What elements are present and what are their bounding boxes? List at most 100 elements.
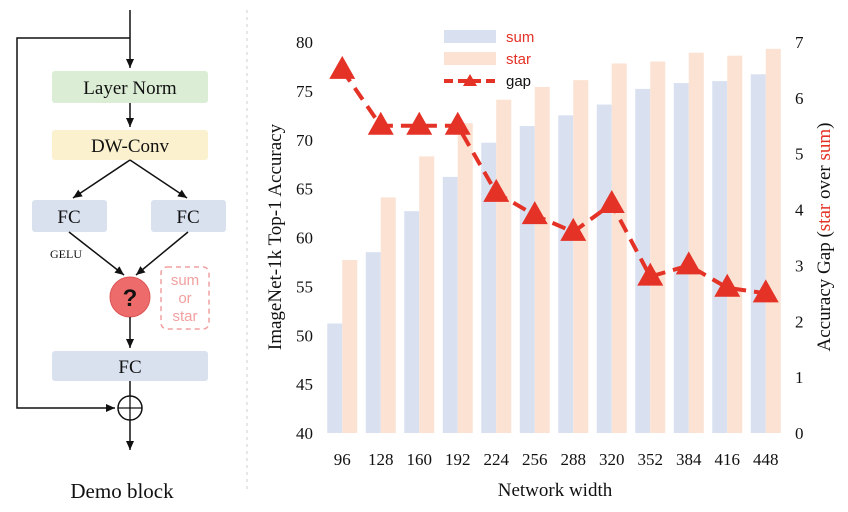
bar-star-224 xyxy=(496,99,512,434)
fc-left-label: FC xyxy=(57,207,80,228)
y-left-tick-label: 75 xyxy=(296,82,313,101)
legend-sum-swatch xyxy=(444,30,496,43)
legend-star-label: star xyxy=(506,51,531,68)
x-axis-title: Network width xyxy=(498,480,613,501)
x-tick-label: 192 xyxy=(445,450,471,469)
gap-marker-256 xyxy=(521,201,548,225)
y-left-tick-label: 65 xyxy=(296,180,313,199)
legend-gap-marker xyxy=(463,74,477,86)
gap-marker-224 xyxy=(483,178,510,202)
legend-star-swatch xyxy=(444,52,496,65)
y-right-tick-label: 2 xyxy=(795,312,804,331)
bar-sum-384 xyxy=(673,83,689,434)
sum-or-star-box xyxy=(160,266,210,330)
bar-sum-320 xyxy=(596,104,612,433)
gap-marker-352 xyxy=(637,262,664,286)
y-right-title-prefix: Accuracy Gap ( xyxy=(814,231,835,351)
bar-sum-416 xyxy=(712,81,728,433)
y-left-axis-title: ImageNet-1k Top-1 Accuracy xyxy=(265,123,286,350)
gap-marker-288 xyxy=(560,217,587,241)
y-left-tick-label: 70 xyxy=(296,131,313,150)
gap-marker-160 xyxy=(406,111,433,135)
bar-star-352 xyxy=(650,61,666,434)
legend-gap-label: gap xyxy=(506,73,531,90)
gap-marker-192 xyxy=(444,111,471,135)
demo-block-diagram: Layer Norm DW-Conv FC FC GELU ? sum or s… xyxy=(16,10,226,503)
y-right-tick-label: 1 xyxy=(795,368,804,387)
arrow-fc-left-to-op xyxy=(68,231,125,276)
bar-sum-192 xyxy=(442,176,458,433)
block-title: Demo block xyxy=(70,479,174,503)
y-right-tick-label: 4 xyxy=(795,201,804,220)
y-left-tick-labels: 40 45 50 55 60 65 70 75 80 xyxy=(296,33,313,443)
choice-or-label: or xyxy=(178,290,191,307)
y-left-tick-label: 40 xyxy=(296,424,313,443)
residual-connection xyxy=(16,37,130,412)
accuracy-chart: 96 128 160 192 224 256 288 320 352 384 416 448 4045… xyxy=(265,29,835,501)
gap-marker-384 xyxy=(675,251,702,275)
gap-marker-320 xyxy=(598,189,625,213)
x-tick-labels: 96 128 160 192 224 256 288 320 352 384 416 448 xyxy=(334,450,779,469)
fc-left-box xyxy=(32,200,107,232)
gap-marker-96 xyxy=(329,55,356,79)
y-right-tick-label: 7 xyxy=(795,33,804,52)
arrow-to-fc-left xyxy=(72,159,131,199)
chart-legend: sum star gap xyxy=(444,29,534,90)
fc-bottom-box xyxy=(52,351,208,381)
bar-star-96 xyxy=(342,259,358,433)
bar-sum-96 xyxy=(327,323,343,433)
bar-sum-160 xyxy=(404,211,420,433)
x-tick-label: 384 xyxy=(676,450,702,469)
bar-sum-288 xyxy=(558,115,574,433)
y-left-tick-label: 80 xyxy=(296,33,313,52)
fc-right-box xyxy=(151,200,226,232)
bar-star-320 xyxy=(611,63,627,433)
bar-star-416 xyxy=(727,55,743,434)
y-left-tick-label: 45 xyxy=(296,375,313,394)
gap-line-layer xyxy=(329,55,779,303)
arrow-fc-right-to-op xyxy=(135,231,189,276)
legend-sum-label: sum xyxy=(506,29,534,46)
x-tick-label: 448 xyxy=(753,450,779,469)
x-tick-label: 320 xyxy=(599,450,625,469)
x-tick-label: 256 xyxy=(522,450,548,469)
x-tick-label: 416 xyxy=(715,450,741,469)
fc-right-label: FC xyxy=(176,207,199,228)
y-right-title-star: star xyxy=(814,203,835,231)
x-tick-label: 160 xyxy=(407,450,433,469)
x-tick-label: 288 xyxy=(561,450,587,469)
layer-norm-box xyxy=(52,71,208,103)
bar-star-192 xyxy=(457,123,473,433)
layer-norm-label: Layer Norm xyxy=(83,78,177,99)
y-left-tick-label: 60 xyxy=(296,229,313,248)
arrow-to-fc-right xyxy=(129,159,188,199)
bar-sum-256 xyxy=(519,126,535,433)
bar-star-128 xyxy=(380,197,396,433)
gap-marker-448 xyxy=(752,279,779,303)
fc-bottom-label: FC xyxy=(118,357,141,378)
bar-sum-128 xyxy=(365,252,381,433)
x-tick-label: 96 xyxy=(334,450,351,469)
choice-sum-label: sum xyxy=(171,272,199,289)
choice-star-label: star xyxy=(172,308,197,325)
y-left-tick-label: 50 xyxy=(296,326,313,345)
x-tick-label: 352 xyxy=(638,450,664,469)
y-right-title-suffix: ) xyxy=(814,123,835,129)
operator-question-icon: ? xyxy=(123,285,138,312)
y-right-title-mid: over xyxy=(814,161,835,204)
y-right-axis-title: Accuracy Gap (star over sum) xyxy=(814,123,835,352)
bars-layer xyxy=(327,48,781,434)
bar-star-448 xyxy=(765,48,781,433)
y-right-tick-label: 5 xyxy=(795,145,804,164)
gelu-label: GELU xyxy=(50,247,82,261)
dwconv-label: DW-Conv xyxy=(91,136,170,157)
y-left-tick-label: 55 xyxy=(296,277,313,296)
dwconv-box xyxy=(52,130,208,160)
bar-sum-448 xyxy=(750,74,766,433)
y-right-title-sum: sum xyxy=(814,129,835,161)
x-tick-label: 224 xyxy=(484,450,510,469)
bar-star-160 xyxy=(419,156,435,433)
y-right-tick-labels: 0 1 2 3 4 5 6 7 xyxy=(795,33,804,443)
bar-star-384 xyxy=(688,52,704,433)
